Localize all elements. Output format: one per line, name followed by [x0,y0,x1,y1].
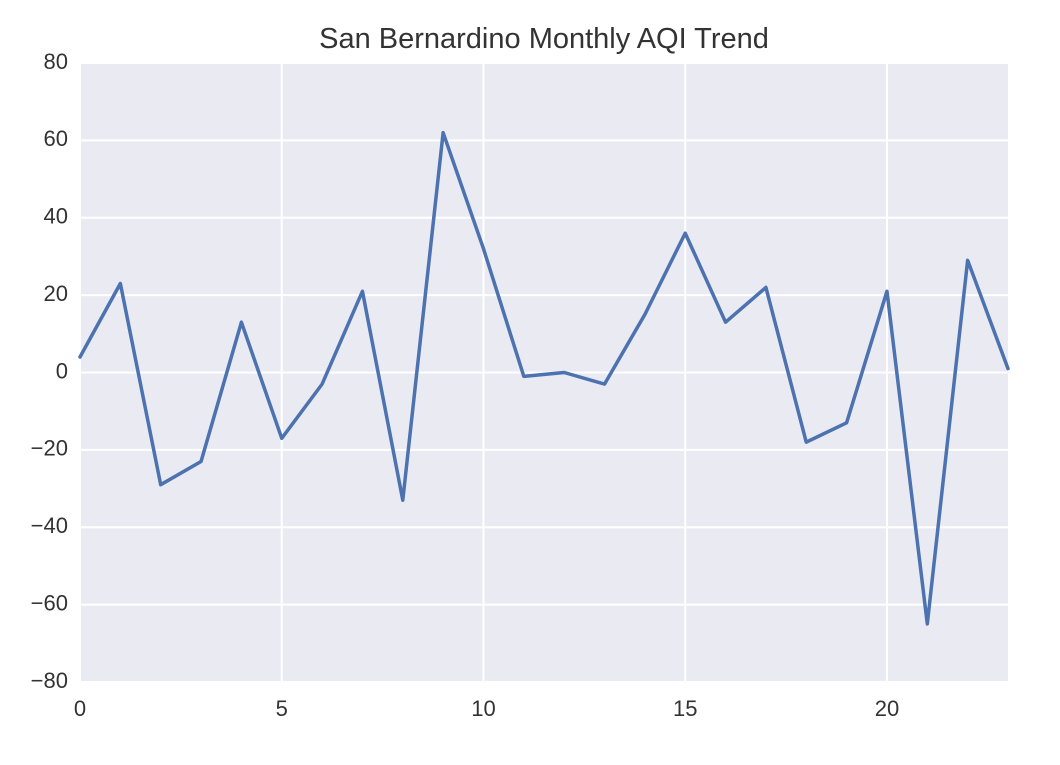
x-tick-label: 20 [875,696,899,721]
x-tick-label: 0 [74,696,86,721]
y-tick-label: 60 [44,126,68,151]
y-tick-label: −40 [31,513,68,538]
y-tick-label: 20 [44,281,68,306]
y-tick-label: 0 [56,358,68,383]
chart-title: San Bernardino Monthly AQI Trend [319,23,769,55]
y-tick-label: 40 [44,204,68,229]
y-tick-label: −60 [31,590,68,615]
x-tick-label: 5 [276,696,288,721]
x-tick-label: 15 [673,696,697,721]
y-tick-label: 80 [44,49,68,74]
y-tick-label: −80 [31,668,68,693]
y-tick-label: −20 [31,436,68,461]
tick-labels: −80 −60 −40 −20 0 20 40 60 80 0 5 10 15 20 [31,49,900,721]
x-tick-label: 10 [471,696,495,721]
grid-lines [79,62,1008,683]
series-line [78,130,1010,626]
series-layer [78,130,1010,626]
